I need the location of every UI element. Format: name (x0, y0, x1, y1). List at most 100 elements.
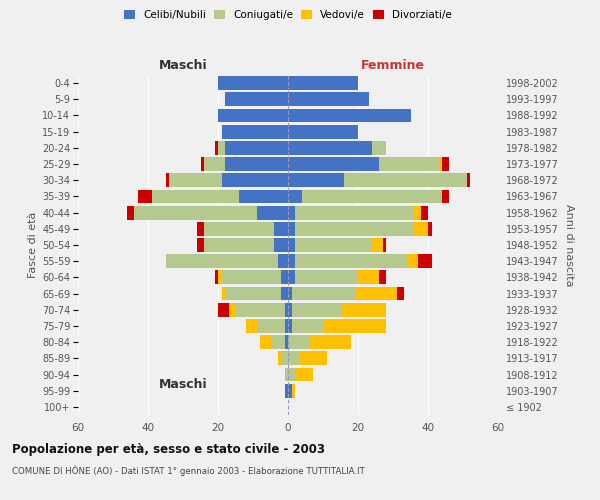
Bar (284, 336, 288, 349)
Bar (288, 92, 368, 106)
Bar (288, 108, 410, 122)
Bar (358, 270, 379, 284)
Bar (288, 254, 295, 268)
Bar (295, 206, 414, 220)
Legend: Celibi/Nubili, Coniugati/e, Vedovi/e, Divorziati/e: Celibi/Nubili, Coniugati/e, Vedovi/e, Di… (124, 10, 452, 20)
Bar (288, 222, 295, 235)
Bar (229, 303, 235, 316)
Bar (383, 238, 386, 252)
Bar (166, 254, 277, 268)
Bar (225, 286, 281, 300)
Bar (372, 238, 383, 252)
Bar (288, 174, 344, 187)
Bar (414, 222, 428, 235)
Bar (288, 125, 358, 138)
Bar (467, 174, 470, 187)
Bar (288, 141, 372, 154)
Bar (284, 303, 288, 316)
Bar (134, 206, 257, 220)
Bar (221, 125, 288, 138)
Bar (281, 352, 288, 365)
Bar (225, 92, 288, 106)
Y-axis label: Fasce di età: Fasce di età (28, 212, 38, 278)
Bar (288, 190, 302, 203)
Bar (221, 174, 288, 187)
Bar (271, 336, 284, 349)
Bar (127, 206, 134, 220)
Bar (257, 206, 288, 220)
Bar (288, 384, 292, 398)
Bar (218, 76, 288, 90)
Bar (295, 238, 372, 252)
Bar (288, 368, 295, 382)
Bar (295, 222, 414, 235)
Bar (355, 286, 397, 300)
Y-axis label: Anni di nascita: Anni di nascita (564, 204, 574, 286)
Bar (288, 206, 295, 220)
Bar (239, 190, 288, 203)
Bar (407, 254, 418, 268)
Bar (295, 270, 358, 284)
Bar (246, 319, 257, 333)
Bar (288, 319, 292, 333)
Bar (260, 336, 271, 349)
Bar (292, 303, 341, 316)
Bar (284, 368, 288, 382)
Bar (288, 303, 292, 316)
Bar (309, 336, 351, 349)
Bar (200, 157, 204, 171)
Bar (218, 108, 288, 122)
Bar (288, 238, 295, 252)
Bar (169, 174, 221, 187)
Bar (197, 222, 204, 235)
Bar (204, 157, 225, 171)
Bar (292, 319, 323, 333)
Bar (379, 270, 386, 284)
Text: Maschi: Maschi (158, 58, 208, 71)
Bar (442, 157, 449, 171)
Bar (235, 303, 284, 316)
Bar (257, 319, 284, 333)
Bar (288, 336, 309, 349)
Bar (274, 238, 288, 252)
Bar (274, 222, 288, 235)
Bar (218, 303, 229, 316)
Bar (372, 141, 386, 154)
Bar (421, 206, 428, 220)
Bar (225, 157, 288, 171)
Bar (302, 190, 442, 203)
Bar (215, 141, 218, 154)
Bar (439, 157, 442, 171)
Bar (284, 384, 288, 398)
Bar (418, 254, 431, 268)
Bar (204, 238, 274, 252)
Bar (295, 368, 313, 382)
Bar (288, 76, 358, 90)
Bar (277, 352, 281, 365)
Bar (281, 270, 288, 284)
Bar (137, 190, 151, 203)
Text: Femmine: Femmine (361, 58, 425, 71)
Bar (288, 157, 379, 171)
Bar (414, 206, 421, 220)
Bar (323, 319, 386, 333)
Bar (204, 222, 274, 235)
Bar (288, 286, 292, 300)
Text: Maschi: Maschi (158, 378, 208, 390)
Bar (299, 352, 326, 365)
Bar (292, 384, 295, 398)
Bar (295, 254, 407, 268)
Bar (218, 141, 225, 154)
Bar (341, 303, 386, 316)
Bar (221, 286, 225, 300)
Bar (218, 270, 221, 284)
Bar (292, 286, 355, 300)
Bar (428, 222, 431, 235)
Text: COMUNE DI HÔNE (AO) - Dati ISTAT 1° gennaio 2003 - Elaborazione TUTTITALIA.IT: COMUNE DI HÔNE (AO) - Dati ISTAT 1° genn… (12, 466, 365, 476)
Bar (284, 319, 288, 333)
Bar (277, 254, 288, 268)
Bar (281, 286, 288, 300)
Bar (442, 190, 449, 203)
Bar (379, 157, 439, 171)
Bar (344, 174, 467, 187)
